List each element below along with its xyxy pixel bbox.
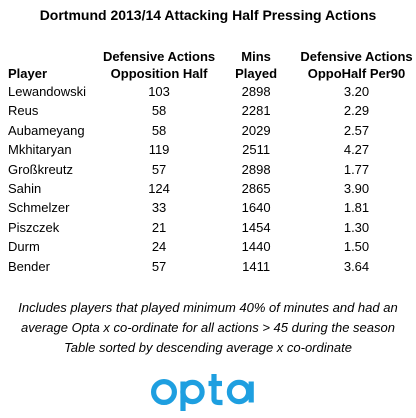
table-row: Durm 24 1440 1.50 (0, 237, 416, 256)
header-def-actions-line2: Opposition Half (110, 66, 208, 81)
cell-mins: 1440 (241, 239, 271, 255)
header-mins-line1: Mins (241, 49, 271, 64)
table-row: Piszczek 21 1454 1.30 (0, 218, 416, 237)
cell-per90: 3.20 (343, 84, 370, 99)
cell-def-actions: 57 (151, 258, 167, 274)
cell-def-actions: 21 (151, 219, 167, 235)
cell-def-actions: 33 (151, 200, 167, 216)
cell-player: Durm (8, 239, 40, 255)
header-def-actions-line1: Defensive Actions (102, 49, 216, 64)
table-row: Sahin 124 2865 3.90 (0, 179, 416, 198)
page-title: Dortmund 2013/14 Attacking Half Pressing… (39, 7, 377, 23)
cell-per90: 3.90 (343, 181, 370, 197)
table-row: Reus 58 2281 2.29 (0, 101, 416, 120)
cell-def-actions: 124 (148, 181, 170, 197)
cell-player: Piszczek (8, 219, 60, 235)
cell-per90: 3.64 (343, 258, 370, 274)
cell-per90: 1.30 (343, 219, 370, 235)
header-player: Player (0, 42, 103, 82)
table-row: Schmelzer 33 1640 1.81 (0, 198, 416, 217)
cell-def-actions: 119 (148, 142, 170, 158)
cell-player: Schmelzer (8, 200, 70, 216)
cell-def-actions: 24 (151, 239, 167, 255)
cell-mins: 2898 (241, 161, 271, 177)
cell-mins: 2865 (241, 181, 271, 197)
cell-mins: 2281 (241, 103, 271, 119)
cell-player: Lewandowski (8, 84, 87, 99)
header-per90-line1: Defensive Actions (300, 49, 413, 64)
cell-player: Großkreutz (8, 161, 74, 177)
header-per90: Defensive Actions OppoHalf Per90 (297, 42, 416, 82)
footnote-line-3: Table sorted by descending average x co-… (64, 340, 352, 355)
cell-per90: 2.29 (343, 103, 370, 119)
header-player-label: Player (8, 66, 48, 81)
cell-mins: 2898 (241, 84, 271, 99)
table-row: Mkhitaryan 119 2511 4.27 (0, 140, 416, 159)
table-row: Bender 57 1411 3.64 (0, 257, 416, 276)
header-per90-line2: OppoHalf Per90 (307, 66, 406, 81)
cell-mins: 2511 (242, 142, 271, 158)
header-mins: Mins Played (215, 42, 297, 82)
table-row: Aubameyang 58 2029 2.57 (0, 121, 416, 140)
cell-mins: 1640 (241, 200, 271, 216)
table-row: Großkreutz 57 2898 1.77 (0, 160, 416, 179)
table-header-row: Player Defensive Actions Opposition Half… (0, 42, 416, 82)
cell-per90: 1.77 (343, 161, 370, 177)
cell-per90: 1.50 (343, 239, 370, 255)
header-def-actions: Defensive Actions Opposition Half (103, 42, 215, 82)
cell-mins: 1454 (241, 219, 271, 235)
cell-mins: 1411 (242, 258, 271, 274)
cell-def-actions: 103 (148, 84, 170, 99)
cell-player: Reus (8, 103, 39, 119)
footnote-line-2: average Opta x co-ordinate for all actio… (21, 320, 395, 335)
cell-player: Mkhitaryan (8, 142, 72, 158)
cell-per90: 2.57 (343, 122, 370, 138)
cell-player: Sahin (8, 181, 42, 197)
stats-table: Player Defensive Actions Opposition Half… (0, 42, 416, 276)
footnote: Includes players that played minimum 40%… (0, 298, 416, 358)
cell-mins: 2029 (241, 122, 271, 138)
cell-player: Aubameyang (8, 122, 85, 138)
cell-def-actions: 58 (151, 103, 167, 119)
cell-per90: 4.27 (343, 142, 370, 158)
cell-player: Bender (8, 258, 50, 274)
footnote-line-1: Includes players that played minimum 40%… (18, 300, 398, 315)
cell-def-actions: 58 (151, 122, 167, 138)
header-mins-line2: Played (235, 66, 278, 81)
table-row: Lewandowski 103 2898 3.20 (0, 82, 416, 101)
cell-per90: 1.81 (343, 200, 370, 216)
opta-logo (151, 374, 254, 411)
cell-def-actions: 57 (151, 161, 167, 177)
